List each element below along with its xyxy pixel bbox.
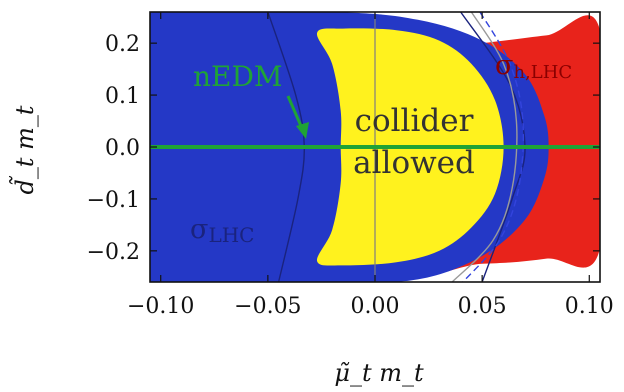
nedm-label: nEDM	[193, 60, 283, 93]
x-tick-label: −0.10	[127, 294, 194, 319]
allowed-label: allowed	[353, 145, 475, 181]
x-tick-label: −0.05	[234, 294, 301, 319]
nedm-arrow-head	[296, 122, 309, 139]
y-tick-label: 0.0	[105, 136, 140, 161]
plot-area	[150, 12, 600, 282]
y-tick-label: −0.1	[87, 188, 140, 213]
x-axis-title: μ̃_t m_t	[334, 359, 424, 387]
x-tick-label: 0.10	[565, 294, 614, 319]
axis-titles: μ̃_t m_t d̃_t m_t	[8, 105, 424, 387]
x-tick-label: 0.00	[351, 294, 400, 319]
x-tick-label: 0.05	[458, 294, 507, 319]
collider-label: collider	[355, 103, 474, 139]
ticks: −0.10 −0.05 0.00 0.05 0.10 0.2 0.1 0.0 −0.1 −0.2	[87, 12, 614, 319]
y-tick-label: 0.1	[105, 84, 140, 109]
y-tick-label: 0.2	[105, 32, 140, 57]
sigma-hlhc-label: σh,LHC	[495, 50, 572, 83]
region-labels: nEDM collider allowed σLHC σh,LHC	[190, 50, 572, 247]
blue-dashed-curve	[462, 12, 525, 282]
sigma-lhc-label: σLHC	[190, 214, 254, 247]
y-tick-label: −0.2	[87, 240, 140, 265]
gray-circle-curve	[451, 12, 518, 282]
y-axis-title: d̃_t m_t	[8, 105, 39, 194]
